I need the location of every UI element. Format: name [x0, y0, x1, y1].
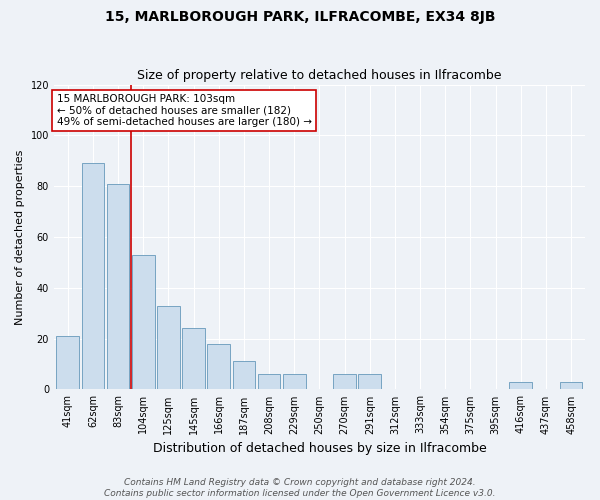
Y-axis label: Number of detached properties: Number of detached properties — [15, 150, 25, 324]
Bar — [132, 255, 155, 390]
Text: 15 MARLBOROUGH PARK: 103sqm
← 50% of detached houses are smaller (182)
49% of se: 15 MARLBOROUGH PARK: 103sqm ← 50% of det… — [56, 94, 311, 127]
Bar — [107, 184, 130, 390]
Bar — [182, 328, 205, 390]
Bar — [157, 306, 180, 390]
Bar — [358, 374, 381, 390]
Title: Size of property relative to detached houses in Ilfracombe: Size of property relative to detached ho… — [137, 69, 502, 82]
Bar — [283, 374, 305, 390]
Bar — [560, 382, 583, 390]
Bar — [258, 374, 280, 390]
X-axis label: Distribution of detached houses by size in Ilfracombe: Distribution of detached houses by size … — [152, 442, 487, 455]
Bar — [82, 164, 104, 390]
Bar — [509, 382, 532, 390]
Bar — [233, 362, 255, 390]
Bar — [56, 336, 79, 390]
Bar — [208, 344, 230, 390]
Text: 15, MARLBOROUGH PARK, ILFRACOMBE, EX34 8JB: 15, MARLBOROUGH PARK, ILFRACOMBE, EX34 8… — [105, 10, 495, 24]
Bar — [334, 374, 356, 390]
Text: Contains HM Land Registry data © Crown copyright and database right 2024.
Contai: Contains HM Land Registry data © Crown c… — [104, 478, 496, 498]
